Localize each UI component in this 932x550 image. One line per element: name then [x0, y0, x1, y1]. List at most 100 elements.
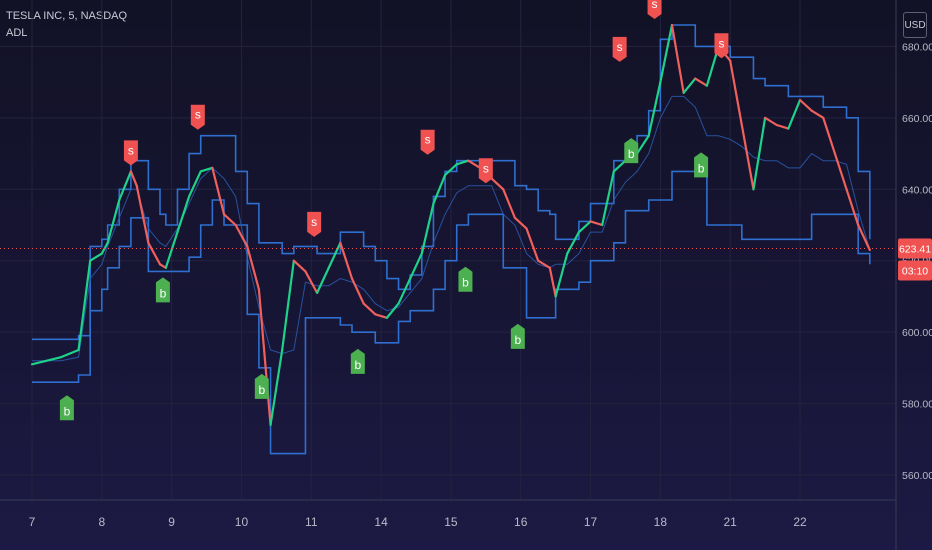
- last-price-tag: [898, 238, 932, 259]
- x-tick-label: 7: [29, 515, 36, 529]
- price-segment: [147, 241, 162, 266]
- price-segment: [420, 202, 435, 255]
- buy-tag-shape: [458, 266, 473, 292]
- price-segment: [822, 116, 837, 155]
- price-segment: [339, 241, 354, 280]
- y-tick-label: 600.00: [902, 327, 932, 339]
- price-segment: [589, 220, 604, 227]
- buy-signal: b: [155, 277, 170, 303]
- price-segment: [187, 170, 202, 198]
- sell-tag-shape: [647, 0, 662, 19]
- price-segment: [327, 241, 342, 269]
- price-segment: [397, 277, 412, 305]
- sell-signal: s: [647, 0, 662, 19]
- sell-tag-label: s: [128, 143, 134, 157]
- grid: [0, 0, 896, 500]
- buy-signal: b: [510, 323, 525, 349]
- x-tick-label: 14: [374, 515, 388, 529]
- price-segment: [199, 166, 214, 173]
- price-segment: [810, 109, 825, 119]
- x-tick-label: 22: [793, 515, 807, 529]
- symbol-title: TESLA INC, 5, NASDAQ: [6, 10, 128, 22]
- x-tick-label: 16: [514, 515, 528, 529]
- sell-tag-label: s: [483, 161, 489, 175]
- buy-tag-shape: [254, 373, 269, 399]
- sell-tag-shape: [714, 33, 729, 59]
- sell-tag-label: s: [652, 0, 658, 11]
- countdown-tag: [898, 260, 932, 281]
- sell-signal: s: [307, 211, 322, 237]
- price-segment: [315, 266, 330, 294]
- price-segment: [281, 259, 295, 352]
- price-segment: [682, 77, 697, 94]
- price-segment: [350, 277, 365, 305]
- buy-tag-shape: [59, 395, 74, 421]
- price-segment: [467, 159, 482, 169]
- x-tick-label: 17: [584, 515, 598, 529]
- price-segment: [135, 184, 150, 244]
- lower-band-line: [32, 170, 871, 455]
- sell-signal: s: [190, 104, 205, 130]
- sell-tag-shape: [123, 140, 138, 166]
- price-segment: [857, 223, 871, 252]
- buy-tag-label: b: [698, 161, 705, 175]
- sell-signal: s: [714, 33, 729, 59]
- price-segment: [740, 123, 755, 191]
- price-segment: [513, 216, 528, 230]
- price-segment: [443, 163, 458, 177]
- price-segment: [362, 302, 377, 316]
- price-segment: [670, 23, 685, 94]
- price-segment: [30, 356, 63, 366]
- price-segment: [537, 259, 551, 269]
- price-segment: [635, 134, 650, 155]
- y-tick-label: 660.00: [902, 113, 932, 125]
- buy-tag-shape: [694, 152, 709, 178]
- price-segment: [577, 220, 592, 234]
- price-segment: [729, 59, 743, 127]
- x-tick-label: 15: [444, 515, 458, 529]
- buy-tag-label: b: [64, 404, 71, 418]
- buy-tag-label: b: [160, 286, 167, 300]
- price-segment: [292, 259, 307, 273]
- price-segment: [775, 123, 790, 130]
- y-tick-label: 560.00: [902, 470, 932, 482]
- price-segment: [304, 270, 319, 294]
- price-segment: [269, 348, 284, 427]
- price-segment: [409, 252, 423, 280]
- sell-signal: s: [612, 36, 627, 62]
- currency-button[interactable]: USD: [903, 12, 927, 38]
- buy-tag-label: b: [514, 333, 521, 347]
- buy-tag-shape: [155, 277, 170, 303]
- buy-tag-shape: [350, 348, 365, 374]
- price-segment: [548, 266, 557, 298]
- x-tick-label: 11: [305, 515, 318, 529]
- sell-tag-shape: [478, 158, 493, 184]
- indicator-label[interactable]: ADL: [6, 27, 28, 39]
- price-segment: [833, 152, 848, 191]
- price-segment: [502, 188, 517, 219]
- sell-tag-shape: [420, 129, 435, 155]
- sell-signal: s: [123, 140, 138, 166]
- price-segment: [798, 98, 813, 112]
- buy-tag-shape: [510, 323, 525, 349]
- countdown-value: 03:10: [902, 266, 928, 278]
- price-segment: [222, 213, 237, 227]
- x-tick-label: 9: [168, 515, 175, 529]
- price-segment: [118, 170, 133, 202]
- x-tick-label: 18: [654, 515, 668, 529]
- middle-band-line: [32, 95, 871, 362]
- buy-tag-label: b: [462, 276, 469, 290]
- x-tick-label: 8: [98, 515, 105, 529]
- buy-signal: b: [59, 395, 74, 421]
- x-tick-label: 21: [724, 515, 738, 529]
- buy-signal: b: [624, 138, 639, 164]
- price-segment: [374, 313, 389, 319]
- price-segment: [385, 302, 400, 319]
- buy-signal: b: [350, 348, 365, 374]
- price-segment: [490, 177, 505, 191]
- price-segment: [845, 188, 860, 227]
- buy-tag-label: b: [628, 147, 635, 161]
